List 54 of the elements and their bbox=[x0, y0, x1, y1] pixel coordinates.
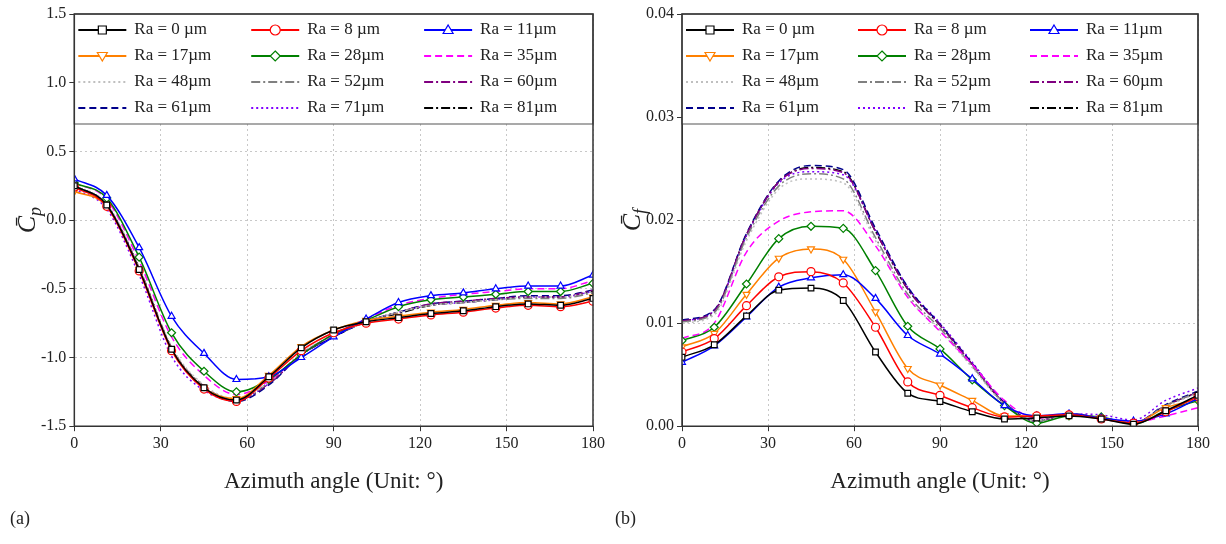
legend-label: Ra = 8 µm bbox=[307, 19, 380, 39]
text: (a) bbox=[10, 508, 30, 529]
legend-label: Ra = 52µm bbox=[307, 71, 385, 91]
x-tick-label: 0 bbox=[70, 434, 79, 451]
legend-label: Ra = 81µm bbox=[1086, 97, 1163, 117]
x-tick-label: 180 bbox=[1186, 434, 1210, 451]
legend-label: Ra = 17µm bbox=[742, 45, 819, 65]
y-tick-label: 0.04 bbox=[646, 4, 674, 22]
legend-label: Ra = 48µm bbox=[742, 71, 819, 91]
x-tick-label: 150 bbox=[494, 434, 519, 451]
legend-label: Ra = 0 µm bbox=[134, 19, 208, 39]
y-tick-label: -1.0 bbox=[41, 347, 67, 365]
x-axis-title: Azimuth angle (Unit: °) bbox=[830, 468, 1050, 494]
x-tick-label: 60 bbox=[239, 434, 256, 451]
legend-label: Ra = 0 µm bbox=[742, 19, 815, 39]
legend-label: Ra = 71µm bbox=[307, 97, 385, 117]
x-tick-label: 90 bbox=[325, 434, 342, 451]
y-tick-label: 0.5 bbox=[46, 141, 67, 159]
legend-label: Ra = 48µm bbox=[134, 71, 212, 91]
y-tick-label: 0.00 bbox=[646, 416, 674, 434]
x-axis-title: Azimuth angle (Unit: °) bbox=[223, 468, 444, 494]
y-axis-title: C̄p bbox=[11, 206, 45, 234]
legend-label: Ra = 35µm bbox=[1086, 45, 1163, 65]
x-tick-label: 120 bbox=[408, 434, 433, 451]
legend-label: Ra = 11µm bbox=[480, 19, 557, 39]
legend-label: Ra = 71µm bbox=[914, 97, 991, 117]
y-tick-label: 0.01 bbox=[646, 313, 674, 331]
y-tick-label: 0.03 bbox=[646, 107, 674, 125]
text: (b) bbox=[615, 508, 636, 529]
x-tick-label: 30 bbox=[152, 434, 169, 451]
legend-label: Ra = 52µm bbox=[914, 71, 991, 91]
x-tick-label: 150 bbox=[1100, 434, 1124, 451]
x-tick-label: 120 bbox=[1014, 434, 1038, 451]
x-tick-label: 60 bbox=[846, 434, 862, 451]
legend-label: Ra = 28µm bbox=[914, 45, 991, 65]
x-tick-label: 90 bbox=[932, 434, 948, 451]
legend-label: Ra = 35µm bbox=[480, 45, 558, 65]
legend-label: Ra = 60µm bbox=[1086, 71, 1163, 91]
y-tick-label: -0.5 bbox=[41, 279, 67, 296]
legend-label: Ra = 8 µm bbox=[914, 19, 987, 39]
legend-label: Ra = 61µm bbox=[742, 97, 819, 117]
x-tick-label: 180 bbox=[581, 434, 605, 451]
y-tick-label: -1.5 bbox=[41, 416, 67, 434]
legend-label: Ra = 60µm bbox=[480, 71, 558, 91]
legend-label: Ra = 81µm bbox=[480, 97, 558, 117]
x-tick-label: 0 bbox=[678, 434, 686, 451]
legend-label: Ra = 17µm bbox=[134, 45, 212, 65]
y-tick-label: 1.5 bbox=[46, 4, 67, 22]
legend-label: Ra = 11µm bbox=[1086, 19, 1163, 39]
x-tick-label: 30 bbox=[760, 434, 776, 451]
y-tick-label: 0.0 bbox=[46, 210, 67, 228]
legend-label: Ra = 28µm bbox=[307, 45, 385, 65]
legend-label: Ra = 61µm bbox=[134, 97, 212, 117]
y-tick-label: 1.0 bbox=[46, 72, 67, 90]
